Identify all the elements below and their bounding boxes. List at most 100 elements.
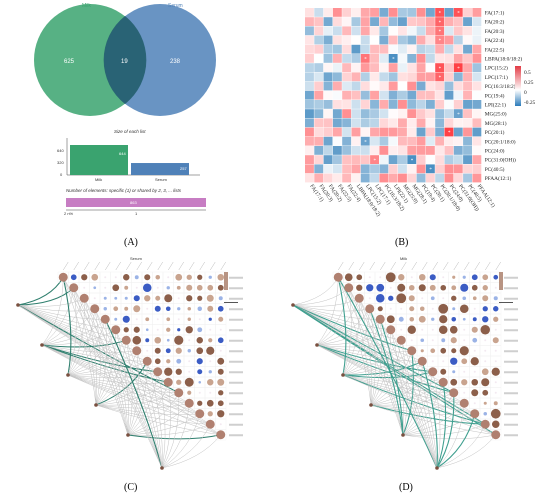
heatmap-cell bbox=[379, 118, 389, 128]
network-link bbox=[342, 340, 402, 376]
heatmap-cell bbox=[398, 173, 407, 183]
matrix-row-label-mark bbox=[504, 329, 518, 332]
heatmap-cell bbox=[351, 17, 361, 26]
heatmap-cell bbox=[314, 155, 324, 164]
network-link bbox=[401, 340, 408, 436]
matrix-col-label-mark bbox=[210, 261, 216, 271]
matrix-bubble bbox=[440, 368, 447, 375]
size-tick-2: 0 bbox=[60, 172, 63, 177]
network-link bbox=[390, 329, 404, 436]
heatmap-cell bbox=[398, 26, 407, 36]
heatmap-cell bbox=[407, 146, 417, 155]
heatmap-cell bbox=[370, 17, 379, 26]
heatmap-cell bbox=[463, 127, 472, 137]
matrix-bubble bbox=[145, 338, 150, 343]
heatmap-cell bbox=[388, 164, 398, 174]
network-link bbox=[316, 344, 412, 353]
matrix-row-label-mark bbox=[504, 297, 518, 300]
network-link bbox=[127, 403, 190, 436]
heatmap-cell bbox=[416, 35, 426, 45]
matrix-bubble bbox=[420, 338, 425, 343]
network-link bbox=[359, 298, 438, 469]
matrix-cell bbox=[215, 429, 227, 441]
heatmap-cell bbox=[398, 63, 407, 72]
heatmap-cell bbox=[463, 81, 472, 91]
matrix-bubble bbox=[494, 391, 497, 394]
heatmap-cell bbox=[305, 8, 314, 17]
matrix-bubble bbox=[494, 349, 497, 352]
network-link bbox=[292, 277, 339, 306]
legend-tick-1: 0.25 bbox=[524, 80, 534, 86]
heatmap-cell bbox=[370, 136, 379, 146]
network-link bbox=[421, 361, 438, 469]
heatmap-cell bbox=[472, 136, 482, 146]
heatmap-cell bbox=[398, 54, 407, 63]
network-link bbox=[436, 403, 465, 469]
network-link bbox=[411, 350, 438, 469]
matrix-bubble bbox=[368, 276, 371, 279]
heatmap-cell bbox=[305, 35, 314, 45]
network-link bbox=[17, 304, 179, 394]
matrix-bubble bbox=[197, 274, 203, 280]
heatmap-cell bbox=[342, 109, 352, 118]
heatmap-cell bbox=[425, 8, 435, 17]
matrix-bubble bbox=[450, 357, 458, 365]
heatmap-cell bbox=[425, 164, 435, 174]
heatmap-cell bbox=[398, 136, 407, 146]
heatmap-cell bbox=[398, 146, 407, 155]
network-link bbox=[95, 329, 117, 406]
heatmap-cell bbox=[379, 26, 389, 36]
matrix-bubble bbox=[451, 285, 457, 291]
heatmap-row-label: LPI(22:1) bbox=[485, 102, 506, 109]
heatmap-cell bbox=[444, 8, 454, 17]
matrix-bubble bbox=[174, 388, 184, 398]
matrix-bubble bbox=[484, 339, 487, 342]
heatmap-cell bbox=[342, 146, 352, 155]
matrix-row-label-mark bbox=[504, 287, 518, 290]
heatmap-cell bbox=[472, 72, 482, 82]
matrix-bubble bbox=[103, 296, 107, 300]
heatmap-cell bbox=[398, 109, 407, 118]
network-link bbox=[316, 319, 381, 346]
heatmap-cell bbox=[453, 72, 463, 82]
panel-c-legend-line bbox=[224, 302, 238, 303]
matrix-col-label-mark bbox=[84, 261, 90, 271]
network-link bbox=[73, 287, 97, 406]
matrix-bubble bbox=[176, 358, 182, 364]
matrix-bubble bbox=[366, 284, 374, 292]
heatmap-row-label: PC(20:1/18:0) bbox=[485, 138, 516, 145]
matrix-bubble bbox=[482, 306, 488, 312]
heatmap-cell bbox=[370, 81, 379, 91]
matrix-bubble bbox=[410, 276, 413, 279]
heatmap-cell bbox=[360, 26, 370, 36]
network-link bbox=[292, 304, 370, 312]
heatmap-cell bbox=[314, 35, 324, 45]
matrix-bubble bbox=[186, 295, 193, 302]
matrix-bubble bbox=[69, 283, 79, 293]
heatmap-cell bbox=[398, 81, 407, 91]
heatmap-cell bbox=[472, 127, 482, 137]
matrix-bubble bbox=[386, 325, 396, 335]
matrix-bubble bbox=[217, 273, 225, 281]
heatmap-cell bbox=[379, 146, 389, 155]
matrix-bubble bbox=[480, 419, 490, 429]
network-link bbox=[127, 382, 169, 436]
matrix-bubble bbox=[177, 307, 181, 311]
network-link bbox=[63, 277, 129, 436]
heatmap-cell bbox=[444, 164, 454, 174]
matrix-bubble bbox=[483, 401, 487, 405]
heatmap-cell bbox=[388, 17, 398, 26]
heatmap-row-labels: FA(17:1) FA(20:2) FA(20:3) FA(22:4) FA(22:5)… bbox=[485, 10, 523, 183]
matrix-bubble bbox=[463, 328, 466, 331]
network-link bbox=[348, 287, 404, 436]
matrix-row-label-mark bbox=[229, 413, 243, 416]
matrix-bubble bbox=[134, 275, 139, 280]
network-link bbox=[402, 350, 414, 436]
matrix-col-label-mark bbox=[126, 261, 132, 271]
matrix-bubble bbox=[155, 295, 161, 301]
matrix-bubble bbox=[184, 377, 194, 387]
network-link bbox=[84, 298, 98, 406]
heatmap-cell bbox=[370, 164, 379, 174]
heatmap-cell bbox=[351, 136, 361, 146]
matrix-bubble bbox=[354, 293, 364, 303]
